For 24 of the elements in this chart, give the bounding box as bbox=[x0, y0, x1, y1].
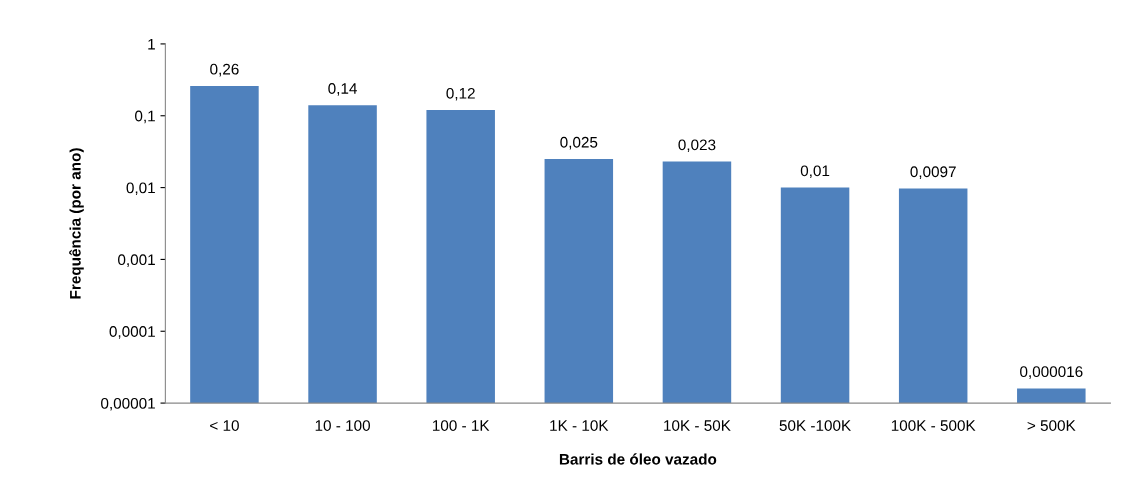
y-tick-label: 0,01 bbox=[126, 182, 155, 196]
data-label: 0,000016 bbox=[1020, 366, 1083, 379]
y-tick-label: 0,001 bbox=[118, 254, 155, 267]
x-tick-label: 100K - 500K bbox=[891, 420, 976, 431]
data-label: 0,26 bbox=[210, 63, 239, 77]
x-tick-label: 1K - 10K bbox=[550, 420, 609, 431]
data-label: 0,01 bbox=[800, 165, 830, 179]
y-tick-label: 0,0001 bbox=[109, 326, 155, 339]
x-tick-label: 50K -100K bbox=[779, 420, 851, 431]
y-tick-label: 0,00001 bbox=[101, 397, 155, 411]
data-label: 0,023 bbox=[678, 139, 716, 153]
data-label: 0,025 bbox=[560, 136, 598, 150]
x-tick-label: 100 - 1K bbox=[432, 420, 490, 431]
data-label: 0,14 bbox=[328, 83, 357, 96]
y-tick-label: 1 bbox=[148, 38, 155, 50]
x-tick-label: > 500K bbox=[1027, 420, 1076, 431]
x-axis-title: Barris de óleo vazado bbox=[559, 453, 717, 465]
x-tick-label: 10K - 50K bbox=[664, 420, 731, 431]
data-label: 0,12 bbox=[446, 87, 475, 101]
x-tick-label: < 10 bbox=[210, 420, 239, 431]
y-axis-title: Frequência (por ano) bbox=[69, 148, 84, 299]
data-label: 0,0097 bbox=[910, 166, 956, 179]
x-tick-label: 10 - 100 bbox=[315, 420, 370, 431]
y-tick-label: 0,1 bbox=[135, 110, 155, 124]
